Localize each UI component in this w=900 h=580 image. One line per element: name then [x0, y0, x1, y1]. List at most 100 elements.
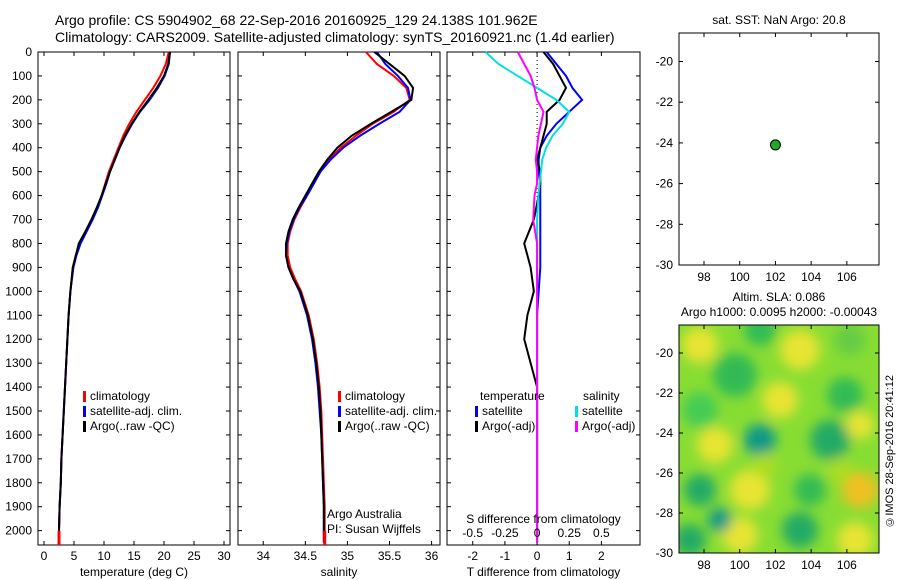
depth-tick-label: 1000 [5, 284, 32, 298]
xlabel-difference: T difference from climatology [467, 565, 621, 579]
sla-blob [713, 353, 757, 397]
map-ytick-label-bottom: -30 [656, 546, 674, 560]
sla-blobs [679, 325, 878, 553]
sla-blob [708, 508, 732, 532]
xtick-label-difference: 0 [534, 549, 541, 563]
map-ytick-label-top: -20 [656, 54, 674, 68]
xtick-label-difference: 2 [598, 549, 605, 563]
sla-blob [753, 453, 777, 477]
legend-label: climatology [90, 389, 150, 403]
legend-swatch [83, 391, 86, 402]
sla-blob [780, 330, 820, 370]
xtick-label-salinity: 35 [341, 549, 355, 563]
depth-tick-label: 600 [12, 189, 32, 203]
depth-tick-label: 1400 [5, 380, 32, 394]
legend-swatch [475, 421, 478, 432]
diff-series-line-0 [536, 51, 584, 543]
sla-blob [722, 517, 758, 553]
credit-label: ©IMOS 28-Sep-2016 20:41:12 [884, 375, 896, 528]
panel-frame-salinity [237, 51, 441, 546]
legend-label: climatology [345, 389, 405, 403]
depth-tick-label: 1600 [5, 428, 32, 442]
s-tick-label: 0 [534, 526, 541, 540]
legend-label: Argo(-adj) [482, 419, 535, 433]
sla-blob [782, 512, 818, 548]
xtick-label-salinity: 34.5 [294, 549, 318, 563]
depth-tick-label: 900 [12, 260, 32, 274]
depth-tick-label: 400 [12, 141, 32, 155]
sla-blob [744, 424, 776, 456]
sla-blob [837, 522, 873, 553]
xlabel-temperature: temperature (deg C) [80, 565, 188, 579]
map-ytick-label-bottom: -24 [656, 426, 674, 440]
xtick-label-temperature: 10 [97, 549, 111, 563]
map-ytick-label-bottom: -26 [656, 466, 674, 480]
depth-tick-label: 1900 [5, 500, 32, 514]
map-xtick-label-top: 98 [697, 270, 711, 284]
legend-swatch [338, 391, 341, 402]
depth-tick-label: 1700 [5, 452, 32, 466]
map-xtick-label-bottom: 106 [837, 558, 857, 572]
legend-swatch [575, 421, 578, 432]
xtick-label-temperature: 15 [127, 549, 141, 563]
depth-tick-label: 0 [25, 45, 32, 59]
annotation-text: PI: Susan Wijffels [327, 522, 421, 536]
sla-blob [682, 392, 718, 428]
xtick-label-salinity: 34 [257, 549, 271, 563]
depth-tick-label: 1100 [6, 308, 32, 322]
legend-head: salinity [583, 389, 620, 403]
legend-label: satellite [482, 404, 523, 418]
sla-blob [827, 377, 863, 413]
diff-series-line-1 [523, 51, 568, 543]
legend-swatch [338, 421, 341, 432]
s-tick-label: 0.25 [558, 526, 582, 540]
s-tick-label: -0.5 [462, 526, 483, 540]
diff-series-line-2 [484, 51, 571, 543]
series-line-salinity-1 [284, 51, 412, 543]
map-xtick-label-top: 102 [765, 270, 785, 284]
depth-tick-label: 100 [12, 69, 32, 83]
sla-blob [682, 327, 718, 363]
sla-blob [762, 382, 798, 418]
map-bottom-title-line2: Argo h1000: 0.0095 h2000: -0.00043 [681, 305, 877, 319]
xtick-label-temperature: 0 [41, 549, 48, 563]
series-line-temperature-1 [58, 51, 171, 543]
sla-blob [730, 470, 770, 510]
map-xtick-label-bottom: 98 [697, 558, 711, 572]
xlabel2-difference: S difference from climatology [466, 512, 621, 526]
sla-blob [697, 427, 733, 463]
series-line-temperature-2 [58, 51, 171, 543]
xtick-label-salinity: 35.5 [378, 549, 402, 563]
map-ytick-label-top: -28 [656, 217, 674, 231]
sla-blob [846, 411, 874, 439]
s-tick-label: 0.5 [593, 526, 610, 540]
map-xtick-label-bottom: 104 [801, 558, 821, 572]
map-xtick-label-bottom: 100 [730, 558, 750, 572]
map-bottom-title-line1: Altim. SLA: 0.086 [733, 290, 826, 304]
xtick-label-difference: -1 [500, 549, 511, 563]
sla-blob [842, 472, 878, 508]
legend-label: Argo(..raw -QC) [345, 419, 430, 433]
legend-head: temperature [480, 389, 545, 403]
annotation-text: Argo Australia [327, 507, 402, 521]
legend-label: satellite-adj. clim. [345, 404, 437, 418]
argo-position-marker [769, 139, 781, 151]
depth-tick-label: 1800 [5, 476, 32, 490]
sla-blob [684, 474, 716, 506]
depth-tick-label: 1500 [5, 404, 32, 418]
xlabel-salinity: salinity [321, 565, 358, 579]
map-xtick-label-top: 104 [801, 270, 821, 284]
series-line-salinity-2 [284, 51, 415, 543]
legend-label: satellite-adj. clim. [90, 404, 182, 418]
legend-swatch [83, 421, 86, 432]
map-top-title: sat. SST: NaN Argo: 20.8 [712, 13, 846, 27]
xtick-label-temperature: 20 [157, 549, 171, 563]
depth-tick-label: 800 [12, 236, 32, 250]
sla-blob [810, 420, 850, 460]
map-ytick-label-top: -26 [656, 177, 674, 191]
sla-blob [834, 325, 866, 356]
sla-blob [679, 524, 706, 553]
map-ytick-label-bottom: -28 [656, 506, 674, 520]
xtick-label-difference: 1 [566, 549, 573, 563]
map-bottom-frame [678, 324, 880, 554]
